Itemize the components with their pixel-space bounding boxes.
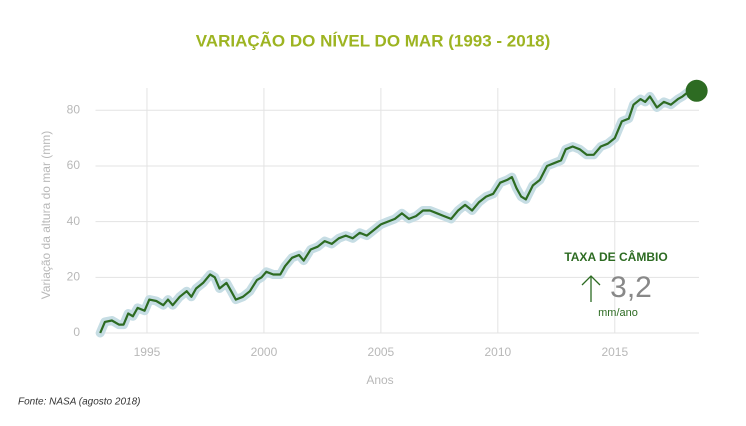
x-tick-label: 2005 — [368, 345, 395, 359]
x-axis-label: Anos — [366, 373, 393, 387]
series-line — [99, 89, 697, 334]
y-tick-label: 20 — [67, 269, 81, 283]
annotation-value: 3,2 — [610, 271, 652, 304]
confidence-band — [95, 86, 702, 338]
plot-area: 0 20 40 60 80 1995 2000 2005 2010 2015 — [67, 79, 708, 359]
x-tick-label: 2015 — [601, 345, 628, 359]
source-note: Fonte: NASA (agosto 2018) — [18, 397, 140, 408]
annotation-unit: mm/ano — [598, 307, 638, 319]
y-tick-label: 0 — [73, 325, 80, 339]
y-tick-label: 60 — [67, 158, 81, 172]
x-tick-label: 2000 — [251, 345, 278, 359]
end-point — [685, 79, 708, 102]
y-tick-label: 80 — [67, 102, 81, 116]
y-tick-label: 40 — [67, 214, 81, 228]
x-tick-label: 2010 — [484, 345, 511, 359]
y-axis-label: Variação da altura do mar (mm) — [39, 131, 53, 300]
annotation-title: TAXA DE CÂMBIO — [564, 249, 667, 264]
chart-title: VARIAÇÃO DO NÍVEL DO MAR (1993 - 2018) — [196, 30, 551, 50]
x-tick-label: 1995 — [134, 345, 161, 359]
up-arrow — [581, 275, 601, 302]
